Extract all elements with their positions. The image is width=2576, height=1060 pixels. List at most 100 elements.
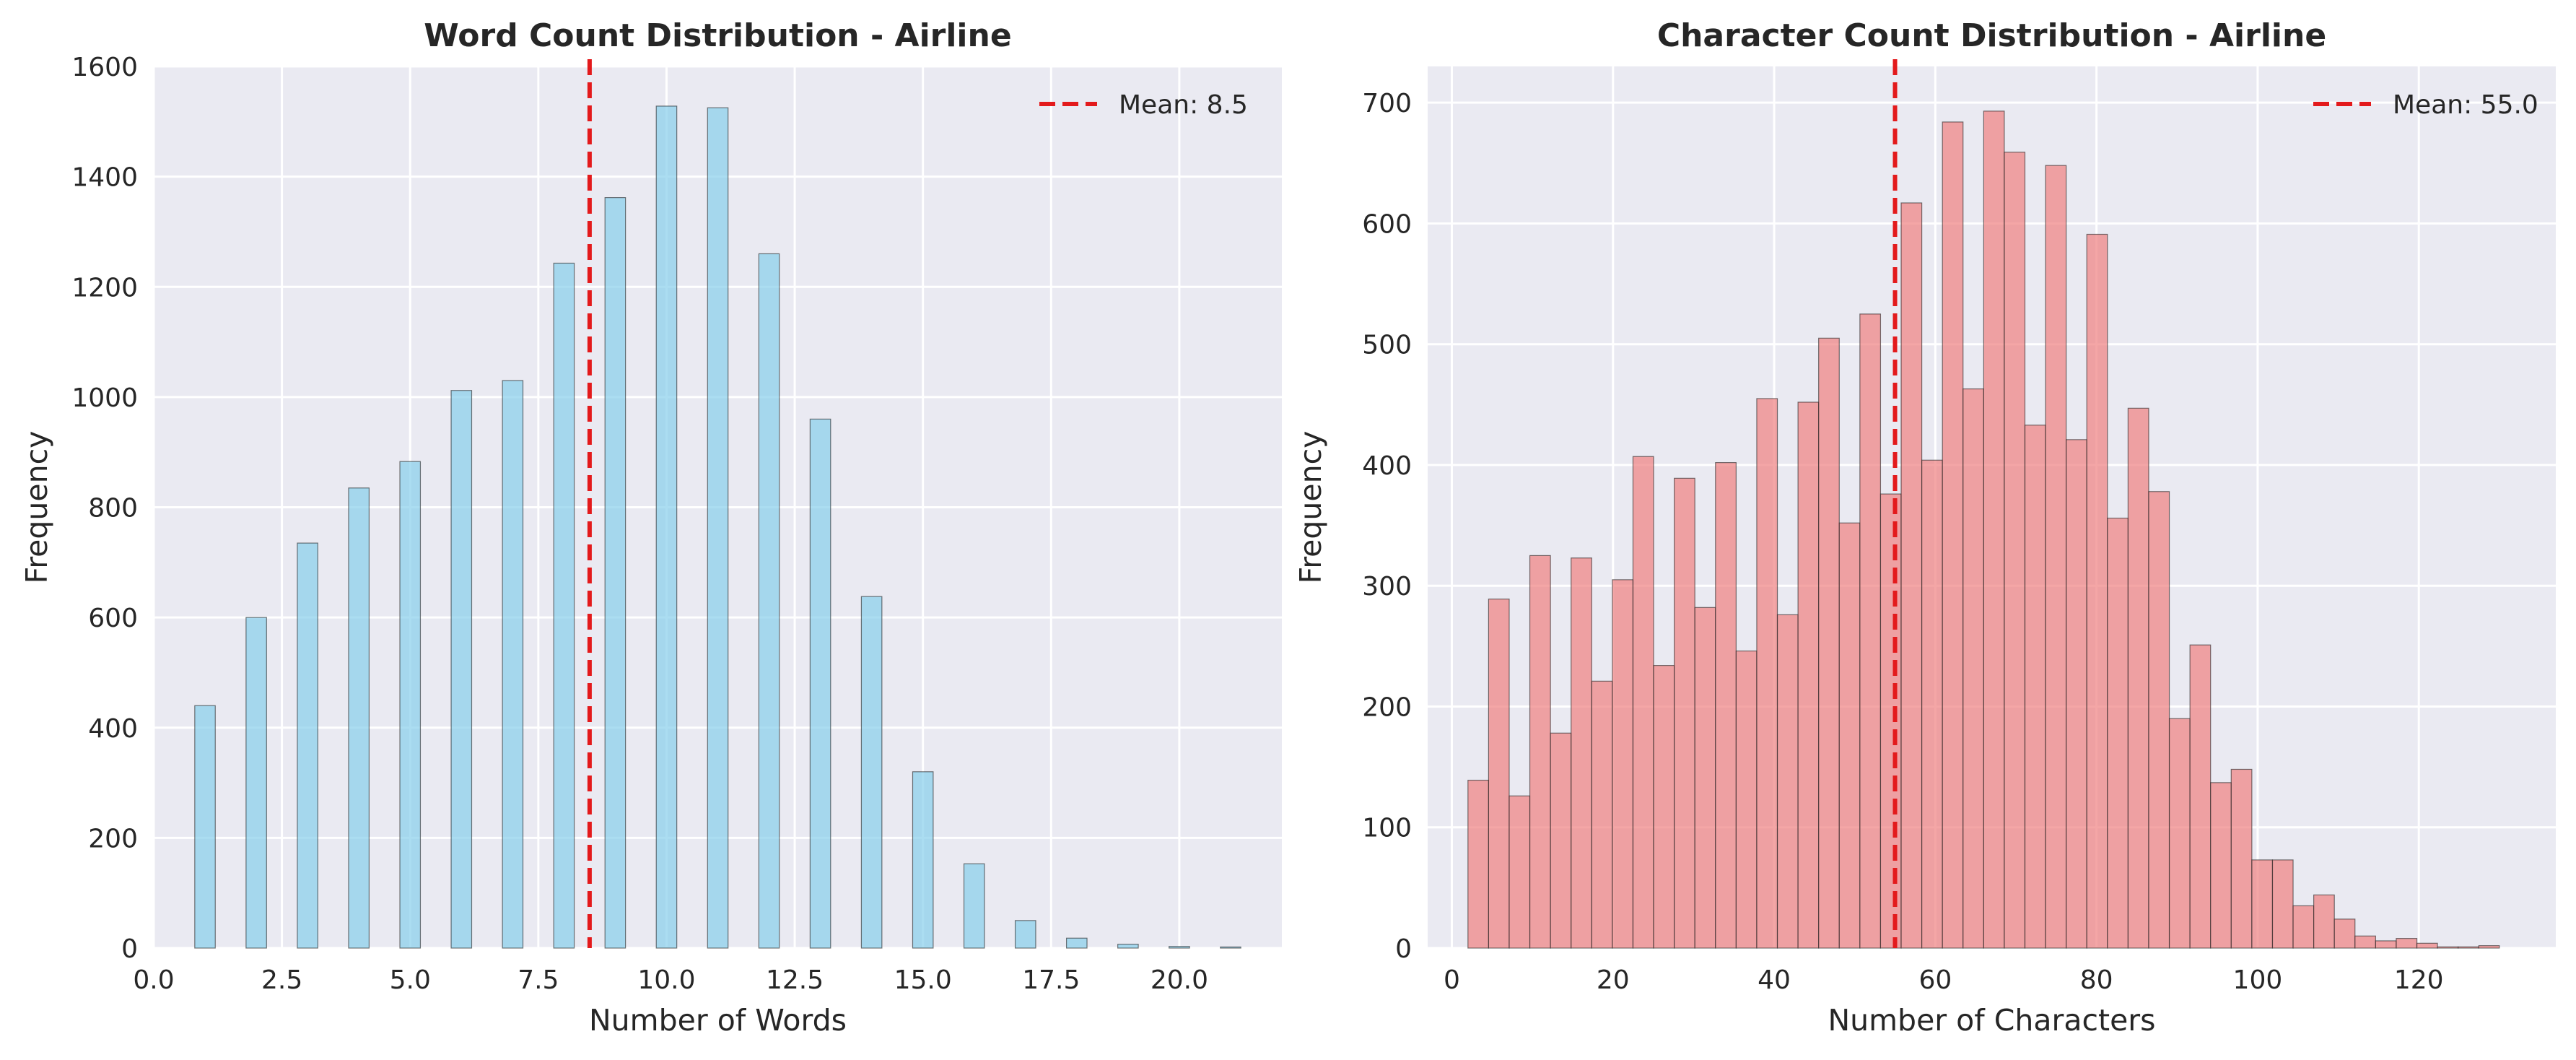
histogram-bar [1612,579,1634,949]
y-tick-label: 1200 [71,273,138,303]
y-tick-label: 0 [1395,934,1412,964]
histogram-bar [1838,522,1861,949]
y-tick-label: 1000 [71,383,138,413]
x-tick-label: 40 [1758,965,1791,995]
histogram-bar [963,863,985,949]
histogram-bar [2127,407,2149,949]
histogram-bar [399,461,422,949]
histogram-bar [1735,650,1758,949]
y-tick-label: 800 [88,494,138,524]
histogram-bar [1694,607,1716,949]
histogram-bar [2375,940,2397,949]
histogram-bar [1797,401,1820,949]
histogram-bar [1529,555,1551,949]
histogram-bar [1653,665,1675,949]
y-tick-label: 1400 [71,163,138,193]
histogram-bar [1962,388,1984,949]
histogram-bar [1900,202,1923,949]
y-axis-label: Frequency [19,431,54,584]
histogram-bar [2107,517,2129,949]
x-tick-label: 60 [1918,965,1952,995]
histogram-bar [2066,439,2087,949]
histogram-bar [809,418,831,949]
histogram-bar [502,380,524,949]
histogram-bar [1921,459,1943,949]
x-tick-label: 7.5 [518,965,559,995]
y-tick-label: 200 [1362,692,1412,722]
y-tick-label: 500 [1362,331,1412,360]
histogram-bar [2210,782,2232,949]
histogram-bar [297,542,318,949]
x-tick-label: 5.0 [390,965,431,995]
x-tick-label: 2.5 [261,965,302,995]
y-tick-labels: 0 100 200 300 400 500 600 700 [1362,89,1412,964]
x-tick-label: 0 [1444,965,1460,995]
histogram-bar [912,771,934,949]
histogram-bar [1942,121,1964,949]
histogram-bar [2458,946,2479,949]
histogram-bar [1776,614,1799,949]
bars [1467,110,2500,949]
word-count-chart: 0.0 2.5 5.0 7.5 10.0 12.5 15.0 17.5 20.0 0 200 400… [19,17,1282,1038]
x-tick-label: 17.5 [1022,965,1080,995]
y-tick-label: 400 [88,714,138,744]
histogram-bar [1169,946,1190,949]
histogram-bar [2024,425,2046,949]
x-tick-label: 10.0 [637,965,695,995]
histogram-bar [1571,557,1592,949]
histogram-bar [1715,462,1737,949]
histogram-bar [2333,918,2356,949]
histogram-bar [1818,337,1840,949]
x-tick-label: 20.0 [1151,965,1208,995]
histogram-bar [1117,944,1139,949]
y-tick-label: 300 [1362,572,1412,601]
histogram-bar [1509,795,1531,949]
x-tick-label: 15.0 [894,965,952,995]
x-tick-label: 12.5 [766,965,824,995]
histogram-bar [2478,945,2500,949]
histogram-bar [1859,313,1882,949]
x-axis-label: Number of Characters [1828,1003,2155,1038]
histogram-bar [1220,946,1241,949]
histogram-bar [1879,493,1902,949]
histogram-bar [1591,680,1613,949]
histogram-bar [1674,477,1695,949]
y-tick-label: 700 [1362,89,1412,118]
x-tick-label: 80 [2080,965,2113,995]
histogram-bar [553,262,575,949]
histogram-bar [2189,644,2212,949]
chart-title: Word Count Distribution - Airline [424,17,1011,54]
y-tick-label: 0 [121,934,138,964]
histogram-bar [758,253,780,949]
histogram-bar [245,617,267,949]
legend-mean-label: Mean: 8.5 [1119,90,1248,120]
bars [194,105,1241,949]
chart-title: Character Count Distribution - Airline [1657,17,2326,54]
histogram-bar [2271,859,2294,949]
histogram-bar [2292,905,2315,949]
histogram-bar [860,596,883,949]
histogram-bar [2168,718,2191,949]
histogram-bar [707,107,729,949]
histogram-bar [1488,599,1510,949]
histogram-bar [2437,946,2459,949]
histogram-bar [2396,938,2418,949]
histogram-bar [2148,491,2170,949]
x-axis-label: Number of Words [589,1003,847,1038]
y-tick-label: 600 [1362,209,1412,239]
y-tick-label: 600 [88,604,138,633]
histogram-bar [2230,768,2253,949]
histogram-bar [604,197,626,949]
histogram-bar [2086,233,2108,949]
histogram-bar [1550,732,1572,949]
histogram-bar [2251,859,2274,949]
y-tick-label: 400 [1362,451,1412,481]
y-tick-label: 100 [1362,814,1412,843]
histogram-bar [1983,110,2005,949]
histogram-bar [1632,456,1654,949]
histogram-bar [655,105,678,949]
x-tick-label: 120 [2394,965,2444,995]
histogram-bar [2354,935,2376,949]
y-tick-label: 200 [88,824,138,853]
